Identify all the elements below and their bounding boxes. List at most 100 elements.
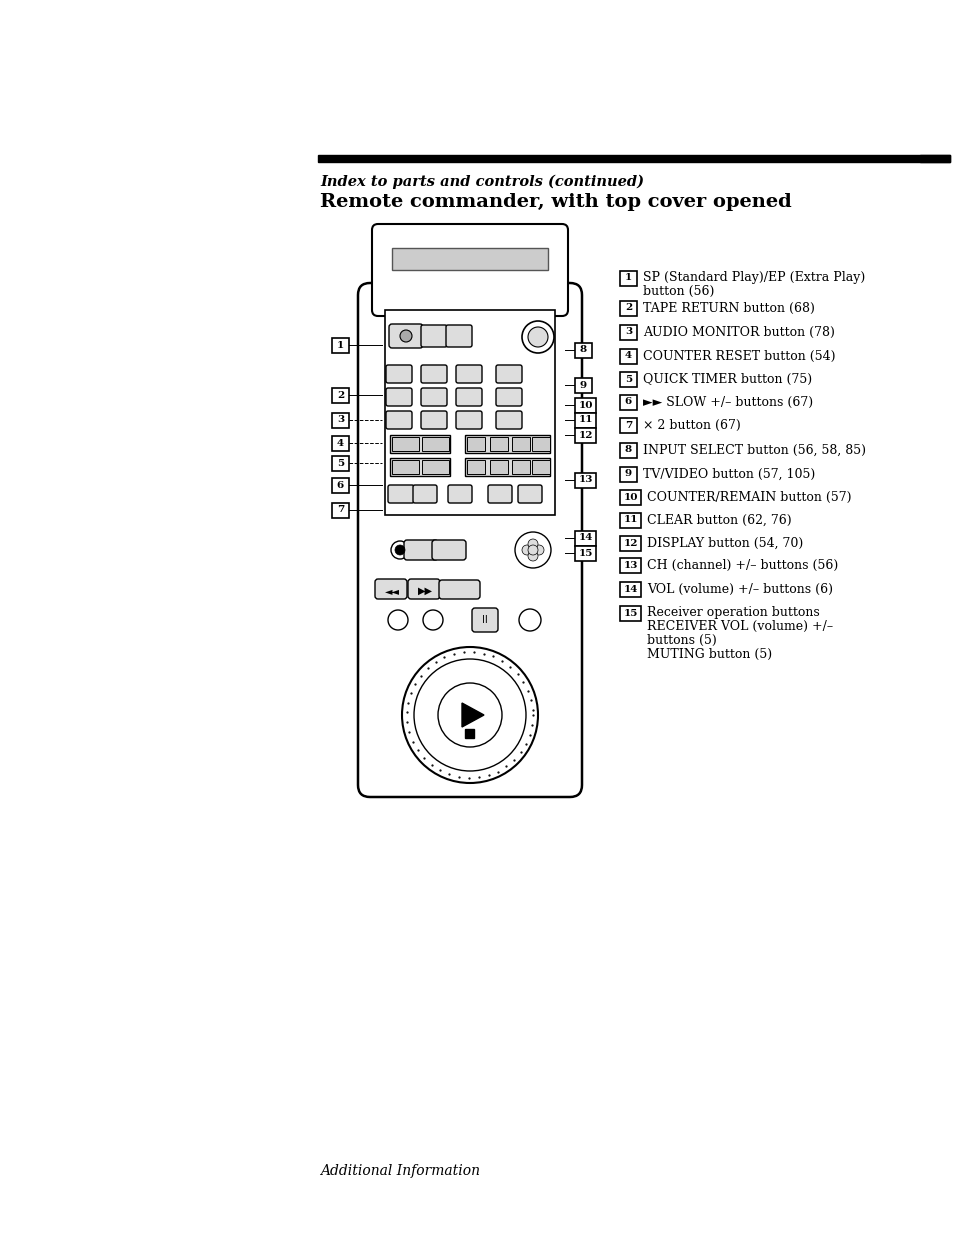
Text: 8: 8 [624, 445, 632, 455]
Text: CH (channel) +/– buttons (56): CH (channel) +/– buttons (56) [646, 559, 838, 572]
Bar [575, 472, 596, 487]
Polygon shape [919, 155, 949, 162]
Bar [619, 513, 640, 528]
Text: RECEIVER VOL (volume) +/–: RECEIVER VOL (volume) +/– [646, 620, 832, 633]
Text: buttons (5): buttons (5) [646, 634, 716, 647]
Bar [421, 436, 449, 451]
FancyBboxPatch shape [375, 580, 407, 599]
Text: 15: 15 [578, 549, 592, 557]
Text: 2: 2 [624, 303, 632, 312]
Bar [385, 309, 555, 515]
Circle shape [521, 321, 554, 353]
Text: ►► SLOW +/– buttons (67): ►► SLOW +/– buttons (67) [642, 396, 812, 408]
Bar [332, 338, 349, 353]
Text: × 2 button (67): × 2 button (67) [642, 418, 740, 432]
Text: 4: 4 [624, 351, 632, 360]
Text: CLEAR button (62, 76): CLEAR button (62, 76) [646, 513, 791, 526]
FancyBboxPatch shape [403, 540, 437, 560]
Circle shape [414, 658, 525, 771]
Bar [390, 457, 450, 476]
Circle shape [527, 551, 537, 561]
Bar [619, 395, 637, 409]
Bar [332, 413, 349, 428]
Circle shape [527, 539, 537, 549]
Text: 3: 3 [336, 416, 344, 424]
Text: 13: 13 [578, 476, 592, 485]
FancyBboxPatch shape [472, 608, 497, 633]
Text: 1: 1 [336, 340, 344, 349]
Text: 2: 2 [336, 391, 344, 399]
Text: 8: 8 [579, 345, 586, 355]
FancyBboxPatch shape [420, 411, 447, 429]
FancyBboxPatch shape [496, 411, 521, 429]
Text: COUNTER RESET button (54): COUNTER RESET button (54) [642, 349, 835, 363]
Text: 11: 11 [622, 515, 638, 524]
Text: 9: 9 [579, 381, 586, 390]
Text: 1: 1 [624, 274, 632, 282]
Text: 5: 5 [624, 375, 632, 383]
Text: 12: 12 [622, 539, 638, 547]
Bar [464, 435, 550, 453]
Bar [490, 436, 507, 451]
FancyBboxPatch shape [420, 365, 447, 383]
FancyBboxPatch shape [496, 388, 521, 406]
Bar [619, 490, 640, 504]
FancyBboxPatch shape [389, 324, 422, 348]
FancyBboxPatch shape [413, 485, 436, 503]
FancyBboxPatch shape [496, 365, 521, 383]
Text: DISPLAY button (54, 70): DISPLAY button (54, 70) [646, 536, 802, 550]
Bar [575, 545, 596, 561]
FancyBboxPatch shape [386, 388, 412, 406]
Circle shape [437, 683, 501, 747]
Circle shape [527, 327, 547, 346]
Bar [619, 443, 637, 457]
Bar [619, 349, 637, 364]
Text: 7: 7 [624, 420, 632, 429]
Circle shape [515, 531, 551, 568]
Bar [490, 460, 507, 473]
FancyBboxPatch shape [517, 485, 541, 503]
Text: 6: 6 [336, 481, 344, 490]
Bar [464, 729, 474, 739]
Circle shape [388, 610, 408, 630]
Bar [619, 535, 640, 550]
Circle shape [422, 610, 442, 630]
Circle shape [399, 330, 412, 342]
FancyBboxPatch shape [456, 365, 481, 383]
Bar [575, 428, 596, 443]
Bar [392, 436, 418, 451]
Bar [619, 418, 637, 433]
Text: 12: 12 [578, 430, 592, 439]
Text: ◄◄: ◄◄ [384, 586, 399, 596]
Text: 4: 4 [336, 439, 344, 448]
Text: II: II [481, 615, 487, 625]
Text: 9: 9 [624, 470, 632, 478]
Text: TAPE RETURN button (68): TAPE RETURN button (68) [642, 302, 814, 314]
Circle shape [395, 545, 405, 555]
Bar [390, 435, 450, 453]
Bar [575, 530, 596, 545]
Bar [575, 413, 596, 428]
Text: QUICK TIMER button (75): QUICK TIMER button (75) [642, 372, 811, 386]
Text: VOL (volume) +/– buttons (6): VOL (volume) +/– buttons (6) [646, 582, 832, 596]
Text: button (56): button (56) [642, 285, 714, 298]
Text: 7: 7 [336, 506, 344, 514]
Text: INPUT SELECT button (56, 58, 85): INPUT SELECT button (56, 58, 85) [642, 444, 865, 456]
FancyBboxPatch shape [446, 326, 472, 346]
Bar [332, 477, 349, 492]
Text: MUTING button (5): MUTING button (5) [646, 649, 771, 661]
Bar [619, 270, 637, 286]
Bar [575, 377, 592, 392]
FancyBboxPatch shape [388, 485, 414, 503]
Text: 6: 6 [624, 397, 632, 407]
Text: 13: 13 [622, 561, 637, 570]
Text: TV/VIDEO button (57, 105): TV/VIDEO button (57, 105) [642, 467, 815, 481]
Bar [532, 460, 550, 473]
Text: SP (Standard Play)/EP (Extra Play): SP (Standard Play)/EP (Extra Play) [642, 271, 864, 284]
Bar [317, 155, 949, 162]
FancyBboxPatch shape [386, 365, 412, 383]
Text: 14: 14 [622, 584, 637, 593]
Text: 14: 14 [578, 534, 592, 543]
Bar [619, 557, 640, 572]
Bar [332, 387, 349, 402]
